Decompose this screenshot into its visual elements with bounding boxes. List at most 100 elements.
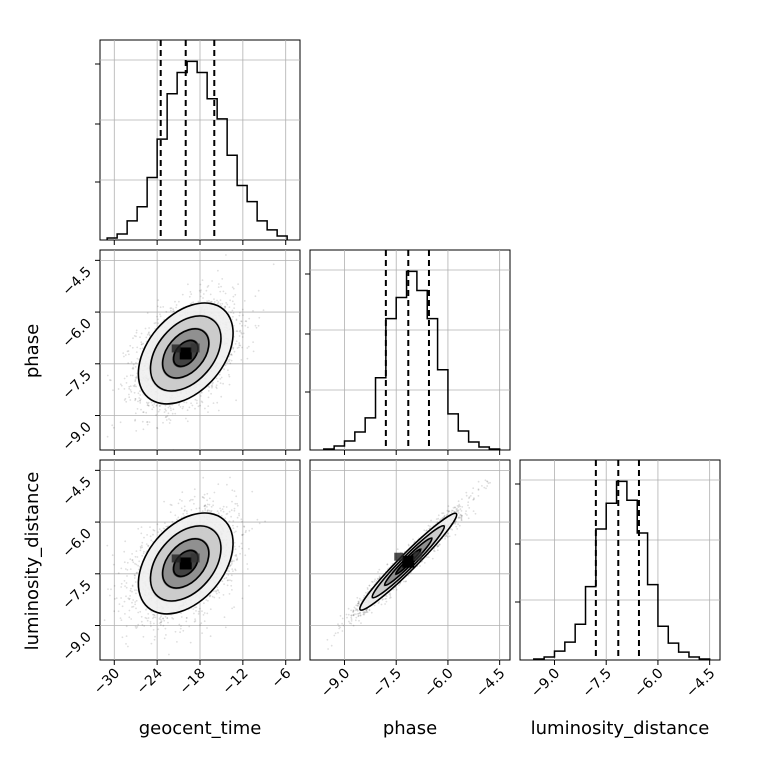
scatter-point	[239, 322, 241, 325]
scatter-point	[231, 568, 234, 570]
scatter-point	[181, 407, 184, 410]
scatter-point	[206, 627, 208, 629]
scatter-point	[170, 307, 173, 309]
scatter-point	[241, 597, 244, 600]
scatter-point	[202, 297, 204, 299]
scatter-point	[238, 344, 241, 346]
scatter-point	[157, 322, 160, 325]
scatter-point	[130, 390, 133, 393]
scatter-point	[242, 332, 245, 335]
scatter-point	[234, 293, 237, 296]
scatter-point	[120, 384, 123, 387]
scatter-point	[165, 310, 168, 313]
scatter-point	[240, 518, 243, 521]
scatter-point	[182, 513, 185, 515]
density-peak	[179, 347, 192, 360]
scatter-point	[228, 593, 231, 595]
scatter-point	[123, 550, 126, 553]
scatter-point	[215, 377, 218, 380]
scatter-point	[140, 343, 143, 345]
scatter-point	[154, 635, 156, 638]
scatter-point	[208, 509, 211, 512]
scatter-point	[141, 624, 144, 626]
scatter-point	[138, 397, 141, 399]
scatter-point	[158, 408, 161, 411]
scatter-point	[134, 581, 137, 583]
scatter-point	[155, 405, 158, 407]
scatter-point	[134, 625, 137, 628]
scatter-point	[165, 634, 167, 636]
scatter-point	[226, 512, 229, 515]
scatter-point	[147, 613, 150, 615]
scatter-point	[257, 289, 260, 292]
scatter-point	[235, 319, 238, 322]
scatter-point	[153, 322, 156, 325]
scatter-point	[224, 305, 227, 308]
scatter-point	[209, 608, 212, 611]
scatter-point	[240, 331, 243, 334]
scatter-point	[185, 617, 188, 619]
scatter-point	[132, 605, 135, 608]
scatter-point	[132, 337, 134, 340]
scatter-point	[211, 280, 214, 282]
scatter-point	[136, 626, 139, 628]
scatter-point	[203, 497, 206, 499]
scatter-point	[144, 327, 147, 330]
scatter-point	[134, 366, 137, 368]
scatter-point	[201, 610, 203, 612]
scatter-point	[134, 603, 137, 606]
scatter-point	[135, 329, 138, 332]
scatter-point	[173, 310, 176, 313]
scatter-point	[207, 599, 209, 602]
scatter-point	[157, 628, 160, 631]
scatter-point	[239, 329, 242, 332]
scatter-point	[211, 595, 214, 598]
scatter-point	[204, 507, 207, 510]
scatter-point	[256, 518, 259, 521]
scatter-point	[155, 404, 158, 407]
scatter-point	[219, 507, 222, 510]
scatter-point	[231, 559, 233, 562]
scatter-point	[230, 359, 233, 362]
scatter-point	[106, 435, 109, 438]
scatter-point	[221, 278, 224, 280]
scatter-point	[119, 383, 122, 386]
scatter-point	[215, 387, 218, 390]
scatter-point	[170, 504, 173, 506]
scatter-point	[110, 588, 112, 591]
scatter-point	[139, 549, 142, 552]
scatter-point	[227, 369, 229, 372]
scatter-point	[222, 382, 225, 385]
scatter-point	[180, 507, 183, 510]
scatter-point	[220, 395, 223, 398]
scatter-point	[212, 381, 214, 384]
scatter-point	[228, 373, 230, 376]
scatter-point	[134, 398, 137, 400]
scatter-point	[182, 629, 185, 632]
scatter-point	[185, 401, 188, 404]
panel-content	[106, 254, 275, 450]
scatter-point	[190, 302, 193, 305]
scatter-point	[217, 483, 220, 486]
scatter-point	[125, 635, 128, 637]
scatter-point	[200, 289, 202, 292]
scatter-point	[219, 303, 222, 305]
scatter-point	[233, 350, 236, 353]
scatter-point	[141, 420, 144, 423]
scatter-point	[206, 612, 209, 615]
scatter-point	[200, 622, 203, 625]
scatter-point	[231, 489, 234, 492]
scatter-point	[131, 558, 134, 561]
scatter-point	[137, 527, 140, 530]
scatter-point	[143, 536, 145, 539]
scatter-point	[234, 568, 237, 571]
scatter-point	[217, 380, 219, 383]
hist-panel-phase-frame	[309, 249, 511, 451]
scatter-point	[153, 613, 155, 616]
scatter-point	[141, 541, 144, 544]
scatter-point	[190, 498, 192, 501]
scatter-point	[156, 305, 159, 308]
scatter-point	[231, 607, 234, 610]
scatter-point	[233, 606, 236, 608]
